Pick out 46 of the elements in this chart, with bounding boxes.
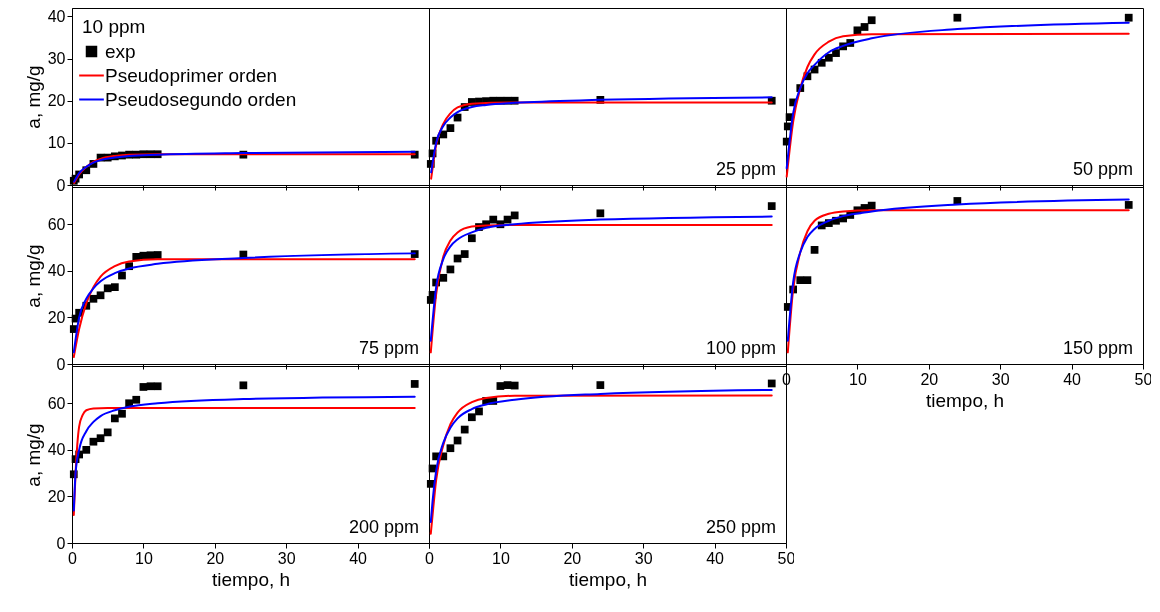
- annotation: 75 ppm: [358, 338, 419, 358]
- y-tick-label: 20: [47, 487, 66, 505]
- annotation: 200 ppm: [348, 517, 419, 537]
- x-tick-label: 10: [492, 549, 510, 567]
- x-axis-title: tiempo, h: [568, 568, 648, 590]
- x-tick-label: 50: [777, 549, 796, 567]
- y-tick-label: 40: [47, 441, 66, 459]
- legend-label: Pseudosegundo orden: [105, 88, 297, 110]
- y-tick-label: 20: [47, 308, 66, 326]
- legend-label: exp: [105, 40, 136, 62]
- y-tick-label: 10: [47, 134, 66, 152]
- x-tick-label: 30: [634, 549, 653, 567]
- y-tick-label: 40: [47, 7, 66, 25]
- x-tick-label: 0: [425, 549, 435, 567]
- y-axis-title: a, mg/g: [22, 244, 44, 308]
- y-tick-label: 30: [47, 50, 66, 68]
- x-tick-label: 40: [706, 549, 725, 567]
- annotation: 150 ppm: [1062, 338, 1133, 358]
- x-tick-label: 20: [920, 370, 939, 388]
- y-tick-label: 0: [56, 355, 66, 373]
- y-axis-title: a, mg/g: [22, 65, 44, 129]
- x-tick-label: 30: [991, 370, 1010, 388]
- annotation: 25 ppm: [715, 159, 776, 179]
- annotation: 100 ppm: [705, 338, 776, 358]
- y-tick-label: 60: [47, 394, 66, 412]
- x-tick-label: 10: [849, 370, 867, 388]
- x-tick-label: 20: [206, 549, 225, 567]
- x-tick-label: 40: [1063, 370, 1082, 388]
- y-axis-title: a, mg/g: [22, 423, 44, 487]
- x-tick-label: 20: [563, 549, 582, 567]
- x-tick-label: 0: [68, 549, 78, 567]
- y-tick-label: 0: [56, 176, 66, 194]
- x-axis-title: tiempo, h: [211, 568, 291, 590]
- legend-title: 10 ppm: [82, 16, 146, 37]
- x-tick-label: 50: [1134, 370, 1153, 388]
- x-tick-label: 10: [135, 549, 153, 567]
- y-tick-label: 60: [47, 215, 66, 233]
- x-tick-label: 30: [277, 549, 296, 567]
- annotation: 250 ppm: [705, 517, 776, 537]
- x-tick-label: 40: [349, 549, 368, 567]
- y-tick-label: 0: [56, 534, 66, 552]
- y-tick-label: 20: [47, 92, 66, 110]
- x-axis-title: tiempo, h: [925, 389, 1005, 411]
- legend-label: Pseudoprimer orden: [105, 64, 278, 86]
- annotation: 50 ppm: [1072, 159, 1133, 179]
- y-tick-label: 40: [47, 262, 66, 280]
